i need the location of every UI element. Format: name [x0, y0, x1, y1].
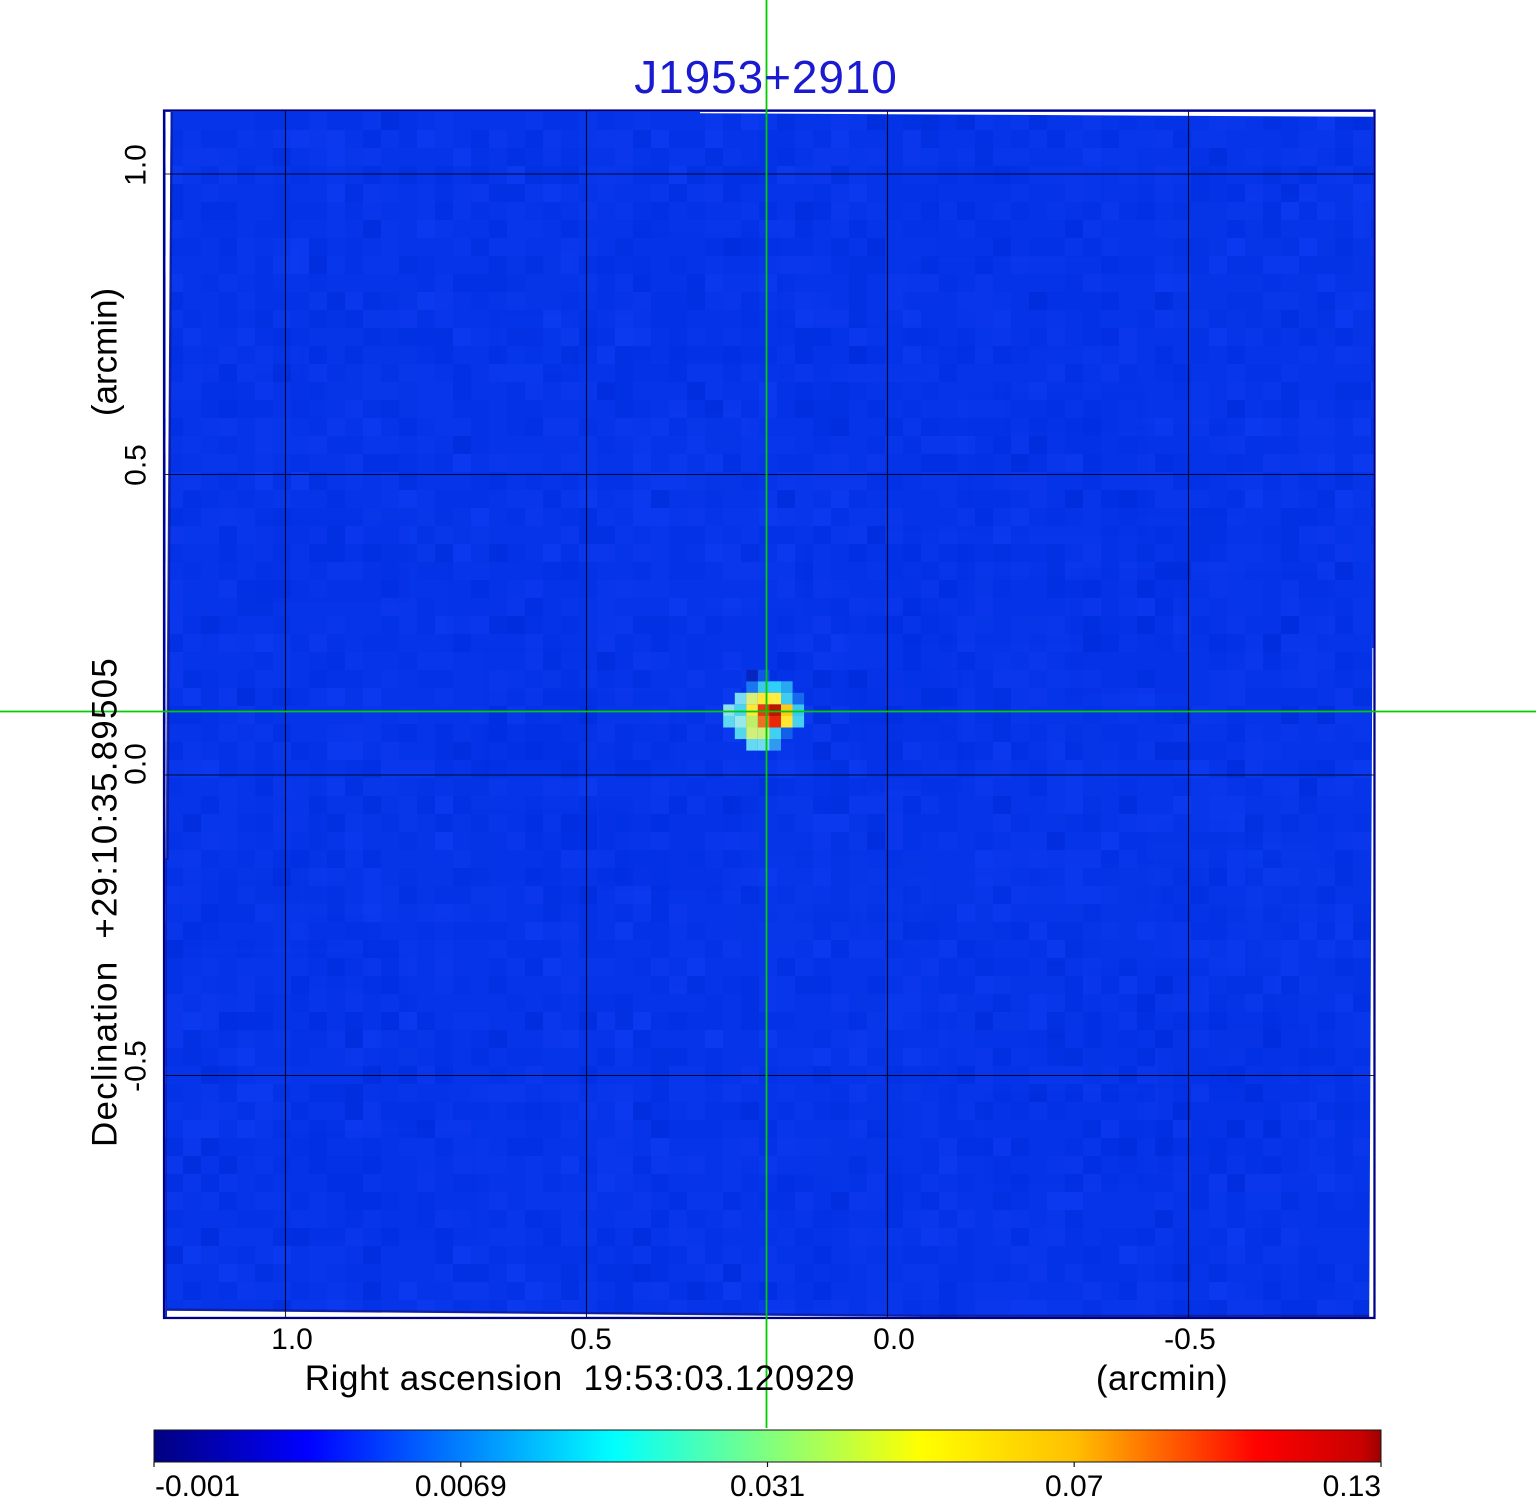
svg-text:0.5: 0.5	[570, 1323, 612, 1356]
svg-text:-0.5: -0.5	[1164, 1323, 1216, 1356]
svg-text:J1953+2910: J1953+2910	[634, 51, 898, 103]
svg-text:-0.5: -0.5	[120, 1040, 153, 1092]
svg-text:0.031: 0.031	[730, 1470, 805, 1500]
svg-text:(arcmin): (arcmin)	[1096, 1359, 1228, 1398]
svg-text:Right ascension 19:53:03.1209: Right ascension 19:53:03.120929	[305, 1359, 855, 1398]
svg-text:(arcmin): (arcmin)	[86, 288, 125, 416]
svg-text:0.0069: 0.0069	[415, 1470, 507, 1500]
svg-text:0.0: 0.0	[873, 1323, 915, 1356]
svg-text:0.13: 0.13	[1323, 1470, 1381, 1500]
svg-text:Declination +29:10:35.89505: Declination +29:10:35.89505	[86, 657, 125, 1147]
svg-text:0.5: 0.5	[120, 444, 153, 486]
svg-text:1.0: 1.0	[120, 144, 153, 186]
svg-text:0.07: 0.07	[1045, 1470, 1103, 1500]
svg-text:-0.001: -0.001	[155, 1470, 240, 1500]
svg-text:1.0: 1.0	[271, 1323, 313, 1356]
svg-text:0.0: 0.0	[120, 743, 153, 785]
